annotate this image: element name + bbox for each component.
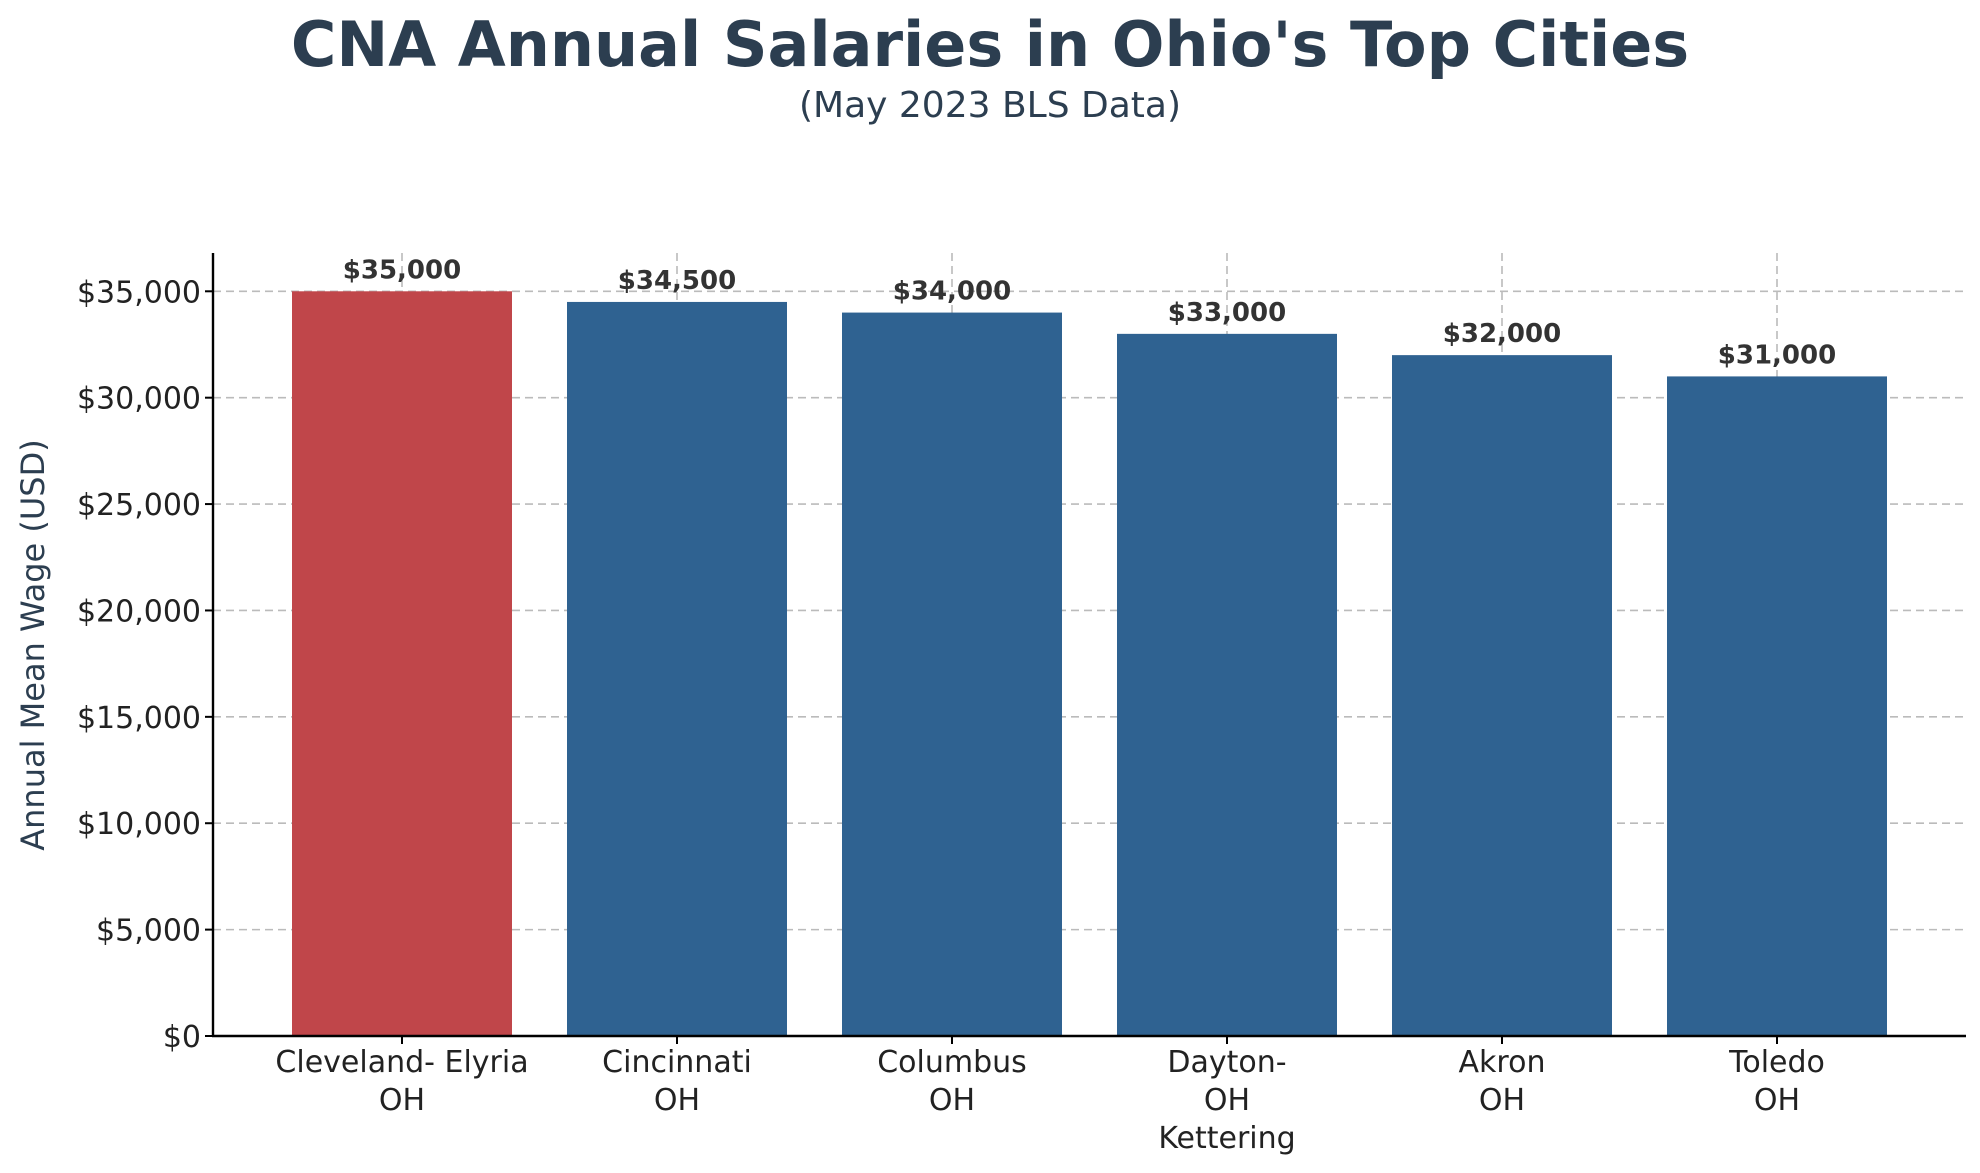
data-label: $34,500: [618, 266, 736, 296]
y-tick-label: $30,000: [77, 382, 201, 417]
chart-subtitle: (May 2023 BLS Data): [799, 85, 1181, 126]
y-tick-label: $25,000: [77, 488, 201, 523]
y-ticks: $0 $5,000 $10,000 $15,000 $20,000 $25,000 $30,…: [77, 275, 213, 1055]
bar: [1667, 376, 1887, 1037]
x-tick-label: Kettering: [1158, 1121, 1295, 1156]
data-label: $32,000: [1443, 319, 1561, 349]
data-label: $34,000: [893, 277, 1011, 307]
bar: [842, 312, 1062, 1037]
y-tick-label: $20,000: [77, 594, 201, 629]
x-tick-label: OH: [379, 1083, 425, 1118]
x-tick-label: Cincinnati: [602, 1045, 752, 1080]
y-tick-label: $15,000: [77, 701, 201, 736]
x-tick-label: Akron: [1459, 1045, 1546, 1080]
x-tick-label: OH: [654, 1083, 700, 1118]
data-label: $33,000: [1168, 298, 1286, 328]
data-label: $35,000: [343, 255, 461, 285]
data-label: $31,000: [1718, 340, 1836, 370]
bars: [292, 291, 1887, 1037]
data-labels: $35,000 $34,500 $34,000 $33,000 $32,000 $31,0…: [343, 255, 1836, 370]
x-tick-label: OH: [1754, 1083, 1800, 1118]
y-tick-label: $0: [163, 1020, 201, 1055]
x-tick-label: Columbus: [877, 1045, 1027, 1080]
bar: [1392, 355, 1612, 1036]
x-tick-label: OH: [1204, 1083, 1250, 1118]
x-tick-label: Toledo: [1728, 1045, 1825, 1080]
bar: [567, 301, 787, 1036]
x-tick-label: Cleveland- Elyria: [275, 1045, 528, 1080]
y-tick-label: $10,000: [77, 807, 201, 842]
y-tick-label: $5,000: [96, 914, 201, 949]
y-axis-label: Annual Mean Wage (USD): [14, 439, 52, 850]
bar: [1117, 333, 1337, 1036]
chart-title: CNA Annual Salaries in Ohio's Top Cities: [291, 8, 1689, 81]
y-tick-label: $35,000: [77, 275, 201, 310]
x-tick-label: Dayton-: [1167, 1045, 1286, 1080]
x-ticks: Cleveland- ElyriaOHCincinnatiOHColumbusO…: [275, 1036, 1825, 1156]
x-tick-label: OH: [1479, 1083, 1525, 1118]
bar: [292, 291, 512, 1036]
x-tick-label: OH: [929, 1083, 975, 1118]
